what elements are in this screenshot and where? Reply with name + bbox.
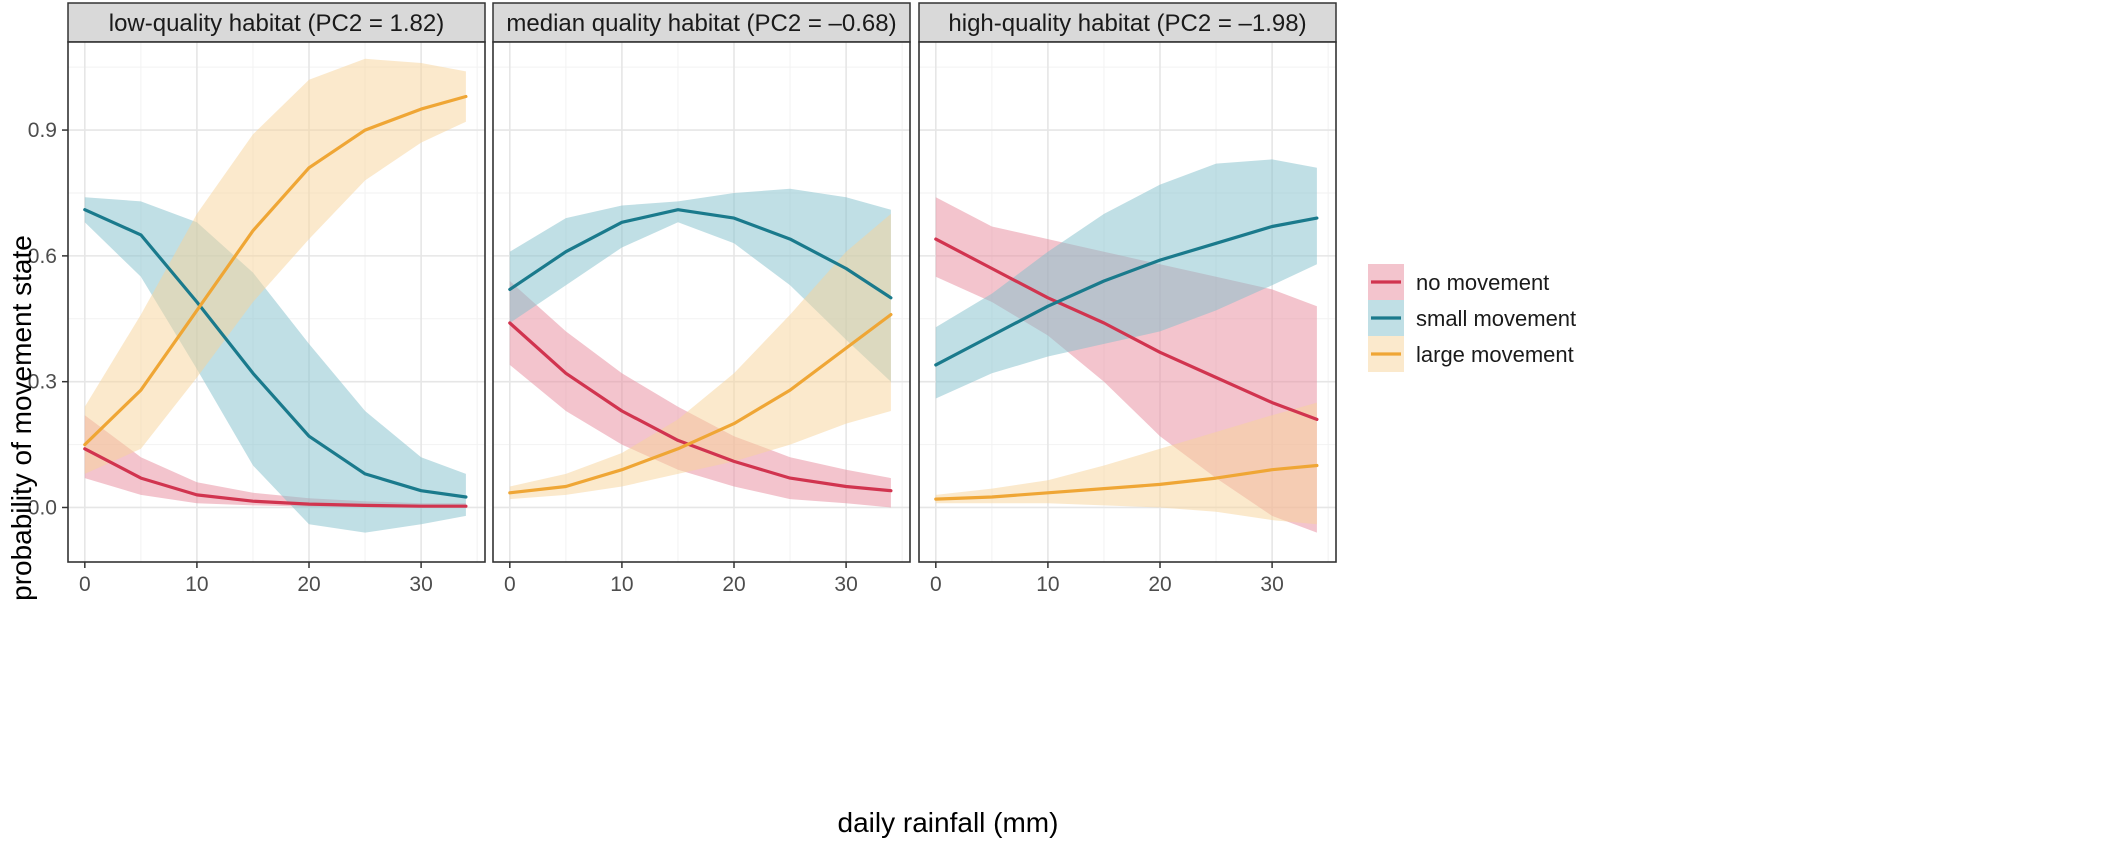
line-no-movement: [83, 447, 468, 508]
x-tick-label: 20: [297, 573, 320, 596]
line-small-movement: [934, 216, 1319, 367]
legend-label: small movement: [1416, 306, 1576, 331]
facet-strip: [492, 2, 911, 43]
x-tick-label: 30: [834, 573, 857, 596]
ribbon-small-movement: [509, 188, 891, 382]
ribbon-no-movement: [84, 415, 466, 508]
x-tick-label: 10: [185, 573, 208, 596]
x-tick-label: 0: [79, 573, 91, 596]
panel-border: [492, 41, 911, 563]
line-large-movement: [83, 94, 468, 447]
x-tick-label: 10: [1036, 573, 1059, 596]
panel-border: [918, 41, 1337, 563]
line-small-movement: [508, 208, 893, 300]
legend: no movement small movement large movement: [1368, 264, 1576, 372]
y-axis: 0.0 0.3 0.6 0.9: [28, 119, 68, 519]
x-tick-label: 0: [930, 573, 942, 596]
x-axis-title: daily rainfall (mm): [838, 807, 1059, 838]
y-tick-label: 0.6: [28, 245, 57, 268]
panel-3: high-quality habitat (PC2 = –1.98) 0 10 20 3…: [918, 2, 1337, 596]
line-large-movement: [508, 313, 893, 495]
line-large-movement: [934, 463, 1319, 501]
line-no-movement: [508, 321, 893, 493]
y-tick-label: 0.0: [28, 496, 57, 519]
x-tick-label: 10: [610, 573, 633, 596]
y-tick-label: 0.9: [28, 119, 57, 142]
ribbon-large-movement: [509, 213, 891, 500]
legend-label: large movement: [1416, 342, 1574, 367]
panel-1: low-quality habitat (PC2 = 1.82) 0 10 20 30: [67, 2, 486, 596]
facet-title: high-quality habitat (PC2 = –1.98): [948, 10, 1306, 37]
x-tick-label: 30: [409, 573, 432, 596]
x-tick-label: 0: [504, 573, 516, 596]
facet-title: low-quality habitat (PC2 = 1.82): [109, 10, 445, 37]
x-tick-label: 30: [1260, 573, 1283, 596]
facet-strip: [67, 2, 486, 43]
panel-2: median quality habitat (PC2 = –0.68) 0 10 2…: [492, 2, 911, 596]
x-tick-label: 20: [1148, 573, 1171, 596]
y-tick-label: 0.3: [28, 371, 57, 394]
x-tick-label: 20: [722, 573, 745, 596]
panels-layer: low-quality habitat (PC2 = 1.82)0 10 20 30m…: [28, 2, 1337, 596]
ribbon-small-movement: [935, 159, 1317, 399]
line-small-movement: [83, 208, 468, 499]
facet-title: median quality habitat (PC2 = –0.68): [506, 10, 896, 37]
y-axis-title: probability of movement state: [6, 235, 37, 601]
line-no-movement: [934, 237, 1319, 421]
panel-border: [67, 41, 486, 563]
ribbon-large-movement: [84, 58, 466, 474]
legend-label: no movement: [1416, 270, 1549, 295]
facet-strip: [918, 2, 1337, 43]
